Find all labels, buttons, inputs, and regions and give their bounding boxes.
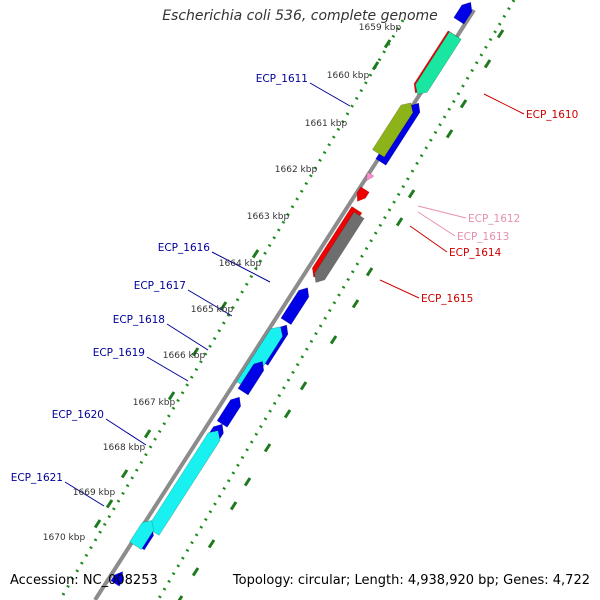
topology-text: Topology: circular; Length: 4,938,920 bp…	[232, 573, 590, 588]
leader-line	[417, 211, 456, 237]
genome-backbone	[93, 8, 476, 600]
gc-skew-mark	[167, 391, 176, 401]
gene-ecp-1615-gray	[314, 211, 365, 283]
tick-label: 1660 kbp	[327, 71, 370, 81]
gene-ecp-1616-blue	[280, 287, 310, 326]
gene-label: ECP_1612	[468, 213, 520, 225]
gene-labels: ECP_1610 ECP_1611 ECP_1612 ECP_1613 ECP_1614…	[11, 73, 579, 484]
gc-skew-mark	[219, 301, 228, 311]
gene-ecp-1610-green	[415, 31, 462, 95]
gc-skew-mark	[120, 469, 129, 479]
leader-line	[187, 289, 233, 317]
label-leaders	[64, 82, 525, 507]
gene-label: ECP_1614	[449, 247, 502, 259]
leader-line	[166, 323, 209, 351]
leader-line	[417, 205, 467, 219]
gc-skew-mark	[395, 217, 404, 227]
leader-line	[379, 279, 420, 299]
gc-skew-mark	[365, 267, 374, 277]
gc-skew-mark	[371, 61, 380, 71]
tick-label: 1670 kbp	[43, 533, 86, 543]
gc-skew-mark	[243, 477, 252, 487]
gc-skew-mark	[191, 347, 200, 357]
gc-skew-mark	[299, 381, 308, 391]
leader-line	[483, 93, 525, 115]
gene-ecp-1612-pink	[366, 171, 375, 182]
gc-skew-mark	[459, 99, 468, 109]
gene-label: ECP_1620	[52, 409, 104, 421]
gene-track	[110, 1, 473, 587]
gc-skew-mark	[351, 299, 360, 309]
gc-skew-mark	[383, 39, 392, 49]
tick-label: 1668 kbp	[103, 443, 146, 453]
tick-label: 1665 kbp	[191, 305, 234, 315]
gc-skew-mark	[483, 59, 492, 69]
tick-label: 1661 kbp	[305, 119, 348, 129]
gc-skew-mark	[251, 249, 260, 259]
gene-ecp-1609-blue	[453, 1, 473, 25]
gc-skew-mark	[177, 595, 184, 600]
leader-line	[146, 356, 189, 382]
tick-label: 1664 kbp	[219, 259, 262, 269]
gene-ecp-1620b-blue	[216, 396, 242, 428]
gc-skew-mark	[407, 189, 416, 199]
gene-label: ECP_1619	[93, 347, 145, 359]
gene-label: ECP_1613	[457, 231, 509, 243]
gene-ecp-1614-red	[356, 186, 370, 202]
gc-skew-mark	[207, 539, 216, 549]
tick-label: 1659 kbp	[359, 23, 402, 33]
gc-skew-mark	[445, 129, 454, 139]
gene-label: ECP_1621	[11, 472, 63, 484]
gc-skew-mark	[496, 29, 505, 39]
leader-line	[105, 418, 147, 446]
gene-label: ECP_1610	[526, 109, 578, 121]
gene-label: ECP_1617	[134, 280, 186, 292]
gene-ecp-1611-olive	[372, 102, 414, 158]
gc-skew-mark	[191, 567, 200, 577]
accession-text: Accession: NC_008253	[10, 573, 158, 588]
tick-label: 1669 kbp	[73, 488, 116, 498]
leader-line	[409, 225, 448, 253]
leader-line	[64, 481, 105, 507]
gene-label: ECP_1618	[113, 314, 165, 326]
leader-line	[309, 82, 351, 107]
gc-skew-mark	[105, 499, 114, 509]
gc-skew-mark	[263, 443, 272, 453]
gc-skew-mark	[93, 519, 102, 529]
gc-skew-mark	[143, 429, 152, 439]
gene-edge-blue	[110, 571, 124, 587]
gene-label: ECP_1615	[421, 293, 473, 305]
gene-ecp-1620-cyan	[146, 430, 221, 536]
map-title: Escherichia coli 536, complete genome	[162, 8, 438, 24]
tick-label: 1667 kbp	[133, 398, 176, 408]
gc-skew-track	[58, 0, 516, 600]
gc-skew-mark	[229, 501, 238, 511]
gene-label: ECP_1616	[158, 242, 211, 254]
gc-skew-mark	[283, 409, 292, 419]
gene-ecp-1621-cyan	[129, 520, 155, 550]
gene-label: ECP_1611	[256, 73, 308, 85]
tick-labels: 1659 kbp 1660 kbp 1661 kbp 1662 kbp 1663 kbp…	[43, 23, 402, 543]
gene-ecp-1619-blue	[237, 361, 265, 396]
tick-label: 1666 kbp	[163, 351, 206, 361]
gc-skew-mark	[329, 335, 338, 345]
tick-label: 1662 kbp	[275, 165, 318, 175]
leader-line	[211, 251, 271, 283]
tick-label: 1663 kbp	[247, 212, 290, 222]
